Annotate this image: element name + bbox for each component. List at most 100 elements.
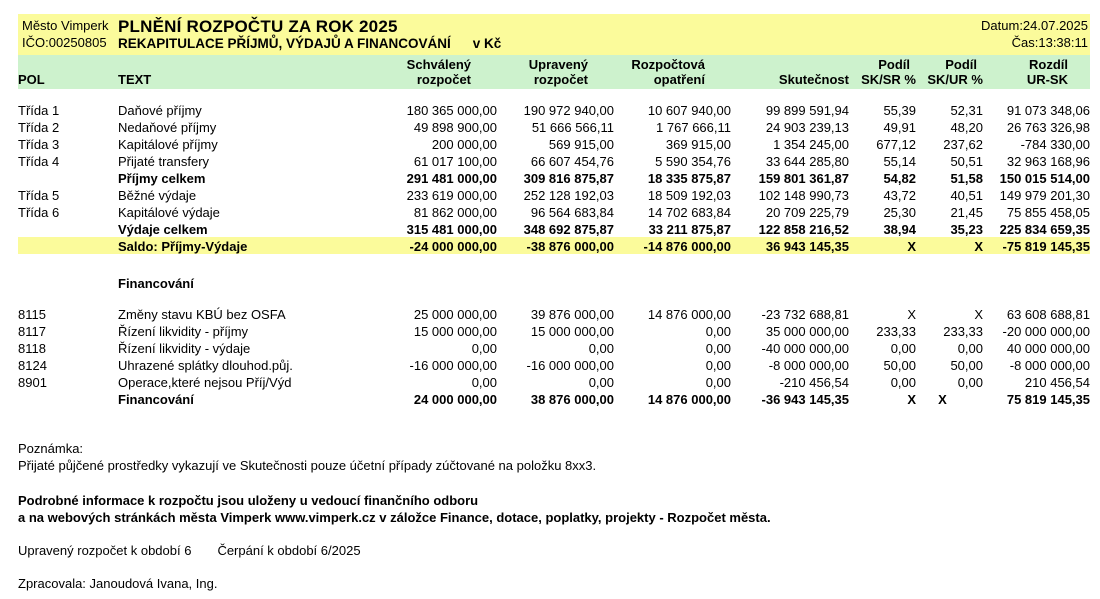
note-label: Poznámka: (18, 441, 84, 456)
period-line: Upravený rozpočet k období 6 Čerpání k ob… (18, 542, 1090, 559)
upraveny-cell: 96 564 683,84 (530, 205, 614, 220)
spacer-row (18, 89, 1090, 101)
upraveny-cell: 0,00 (588, 375, 614, 390)
pol-cell (18, 390, 118, 407)
spacer-row (18, 291, 1090, 305)
header-cell-sksr: SK/SR % (849, 72, 916, 89)
schvaleny-cell: -16 000 000,00 (409, 358, 497, 373)
sksr-cell: 49,91 (883, 120, 916, 135)
table-row: 8901 Operace,které nejsou Příj/Výd 0,00 0,0… (18, 373, 1090, 390)
sksr-cell: 25,30 (883, 205, 916, 220)
sksr-cell: X (849, 237, 916, 254)
text-cell: Řízení likvidity - výdaje (118, 341, 251, 356)
pol-cell: Třída 5 (18, 188, 60, 203)
header-cell-schvaleny: Schválený (380, 55, 497, 72)
pol-cell: 8115 (18, 307, 46, 322)
text-cell: Příjmy celkem (118, 171, 206, 186)
opatreni-cell: 1 767 666,11 (656, 120, 731, 135)
schvaleny-cell: 24 000 000,00 (413, 392, 497, 407)
skur-cell: 35,23 (950, 222, 983, 237)
schvaleny-cell: 15 000 000,00 (413, 324, 497, 339)
info-block: Podrobné informace k rozpočtu jsou ulože… (18, 492, 1090, 526)
table-row: Výdaje celkem 315 481 000,00 348 692 875,8… (18, 220, 1090, 237)
skur-cell (916, 274, 983, 291)
header-cell-text: TEXT (118, 72, 380, 89)
upraveny-cell: 252 128 192,03 (523, 188, 614, 203)
skutecnost-cell: 99 899 591,94 (765, 103, 849, 118)
schvaleny-cell: 81 862 000,00 (413, 205, 497, 220)
schvaleny-cell: 200 000,00 (431, 137, 497, 152)
currency-unit-label: v Kč (472, 36, 502, 51)
table-row: Třída 1 Daňové příjmy 180 365 000,00 190 97… (18, 101, 1090, 118)
sksr-cell: 50,00 (883, 358, 916, 373)
opatreni-cell (614, 274, 731, 291)
header-cell-skur: SK/UR % (916, 72, 983, 89)
table-row: Financování (18, 274, 1090, 291)
pol-cell (18, 237, 118, 254)
pol-cell: 8901 (18, 375, 47, 390)
schvaleny-cell: 180 365 000,00 (406, 103, 497, 118)
ursk-cell: -784 330,00 (1020, 137, 1090, 152)
header-cell-skutecnost: Skutečnost (731, 72, 849, 89)
report-header-band: Město Vimperk IČO:00250805 PLNĚNÍ ROZPOČ… (18, 14, 1090, 55)
skur-cell: 40,51 (950, 188, 983, 203)
opatreni-cell: 369 915,00 (665, 137, 731, 152)
text-cell: Řízení likvidity - příjmy (118, 324, 249, 339)
skutecnost-cell: 1 354 245,00 (773, 137, 849, 152)
table-row: 8124 Uhrazené splátky dlouhod.půj. -16 000… (18, 356, 1090, 373)
skutecnost-cell (731, 274, 849, 291)
pol-cell: Třída 4 (18, 154, 60, 169)
upraveny-cell: 569 915,00 (548, 137, 614, 152)
sksr-cell: 233,33 (876, 324, 916, 339)
opatreni-cell: -14 876 000,00 (614, 237, 731, 254)
sksr-cell (849, 274, 916, 291)
skutecnost-cell: 122 858 216,52 (758, 222, 849, 237)
skur-cell: 233,33 (943, 324, 983, 339)
header-cell (18, 55, 118, 72)
text-cell: Operace,které nejsou Příj/Výd (118, 375, 292, 390)
skutecnost-cell: -210 456,54 (779, 375, 849, 390)
skur-cell: 51,58 (950, 171, 983, 186)
sksr-cell: X (907, 392, 916, 407)
adjusted-budget-period: Upravený rozpočet k období 6 (18, 543, 192, 558)
header-cell-podil-2: Podíl (916, 55, 983, 72)
sksr-cell: 0,00 (890, 341, 916, 356)
report-footer: Poznámka: Přijaté půjčené prostředky vyk… (18, 440, 1090, 592)
sksr-cell: 54,82 (883, 171, 916, 186)
header-cell-opatreni: opatření (614, 72, 731, 89)
skur-cell: 50,00 (950, 358, 983, 373)
header-cell-rozpocet-1: rozpočet (380, 72, 497, 89)
pol-cell: 8117 (18, 324, 46, 339)
upraveny-cell: 38 876 000,00 (530, 392, 614, 407)
report-time: Čas:13:38:11 (1011, 35, 1088, 50)
sksr-cell: 43,72 (883, 188, 916, 203)
table-row: 8117 Řízení likvidity - příjmy 15 000 000,… (18, 322, 1090, 339)
table-header: Schválený Upravený Rozpočtová Podíl Podí… (18, 55, 1090, 89)
table-row: Financování 24 000 000,00 38 876 000,00 14 … (18, 390, 1090, 407)
sksr-cell: 0,00 (890, 375, 916, 390)
table-row: 8115 Změny stavu KBÚ bez OSFA 25 000 000,0… (18, 305, 1090, 322)
text-cell: Nedaňové příjmy (118, 120, 217, 135)
opatreni-cell: 33 211 875,87 (648, 222, 731, 237)
header-cell-pol: POL (18, 72, 118, 89)
skutecnost-cell: 24 903 239,13 (765, 120, 849, 135)
schvaleny-cell: 49 898 900,00 (413, 120, 497, 135)
skutecnost-cell: 36 943 145,35 (731, 237, 849, 254)
opatreni-cell: 18 509 192,03 (647, 188, 731, 203)
skutecnost-cell: -23 732 688,81 (761, 307, 849, 322)
ursk-cell: 40 000 000,00 (1006, 341, 1090, 356)
skutecnost-cell: 33 644 285,80 (765, 154, 849, 169)
ursk-cell: 32 963 168,96 (1006, 154, 1090, 169)
text-cell: Daňové příjmy (118, 103, 202, 118)
upraveny-cell: 66 607 454,76 (530, 154, 614, 169)
upraveny-cell (497, 274, 614, 291)
header-cell-rozpocet-2: rozpočet (497, 72, 614, 89)
table-row: Třída 3 Kapitálové příjmy 200 000,00 569 91… (18, 135, 1090, 152)
spacer-cell (18, 89, 1090, 101)
ursk-cell: 26 763 326,98 (1006, 120, 1090, 135)
schvaleny-cell: 233 619 000,00 (406, 188, 497, 203)
text-cell: Přijaté transfery (118, 154, 210, 169)
skur-cell: 0,00 (957, 375, 983, 390)
skur-cell: 50,51 (950, 154, 983, 169)
